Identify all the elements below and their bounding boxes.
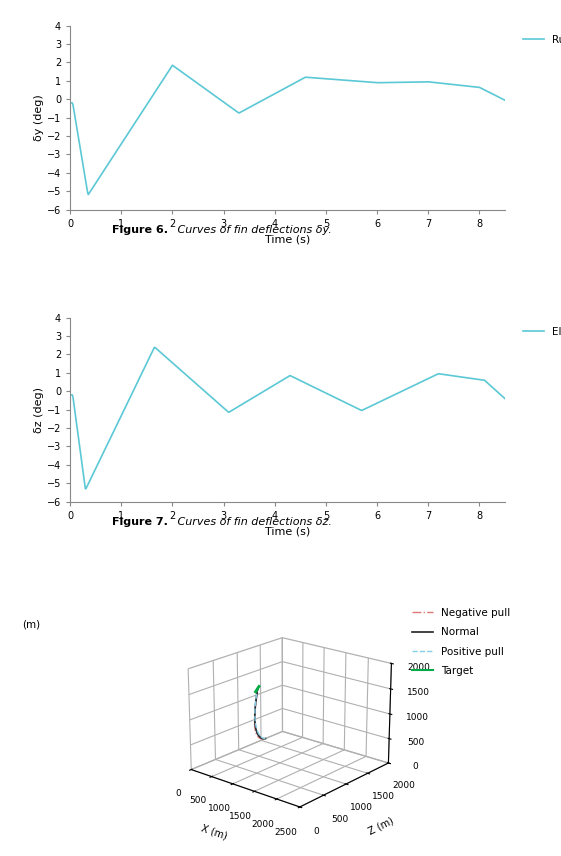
Legend: Negative pull, Normal, Positive pull, Target: Negative pull, Normal, Positive pull, Ta…: [407, 603, 514, 681]
Text: Figure 6.: Figure 6.: [112, 225, 168, 235]
Text: Curves of fin deflections δz.: Curves of fin deflections δz.: [174, 517, 332, 527]
Text: Figure 7.: Figure 7.: [112, 517, 168, 527]
Text: (m): (m): [22, 620, 40, 630]
X-axis label: Time (s): Time (s): [265, 235, 310, 244]
Text: Curves of fin deflections δy.: Curves of fin deflections δy.: [174, 225, 332, 235]
Y-axis label: δy (deg): δy (deg): [34, 94, 44, 141]
Y-axis label: δz (deg): δz (deg): [34, 387, 44, 432]
X-axis label: Time (s): Time (s): [265, 526, 310, 536]
Legend: Rudder deflection: Rudder deflection: [519, 31, 561, 50]
X-axis label: X (m): X (m): [200, 823, 228, 841]
Y-axis label: Z (m): Z (m): [366, 816, 395, 836]
Legend: Elevator deflection: Elevator deflection: [519, 323, 561, 342]
